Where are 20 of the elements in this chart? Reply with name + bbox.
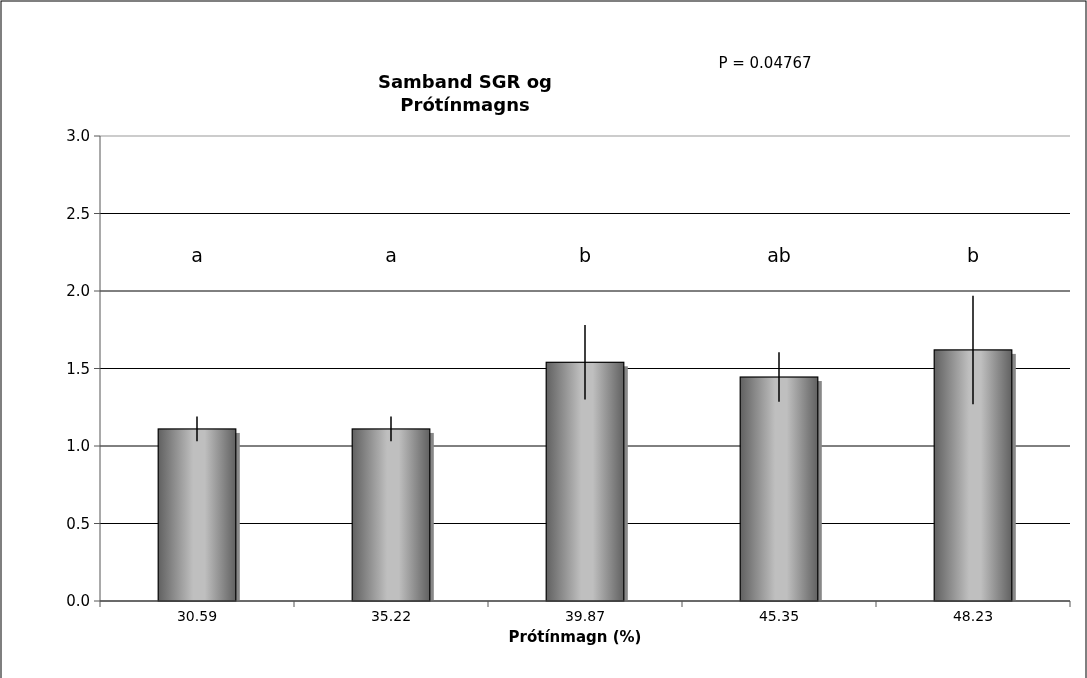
y-tick-label: 2.0 [66, 282, 90, 301]
x-axis-title: Prótínmagn (%) [508, 628, 642, 646]
y-tick-label: 0.5 [66, 514, 90, 533]
annotation: ab [767, 244, 791, 266]
chart-title: Samband SGR og Prótínmagns [378, 71, 552, 115]
y-tick-label: 1.0 [66, 437, 90, 456]
x-tick-label: 39.87 [564, 608, 606, 624]
text: P = 0.04767 [718, 54, 812, 72]
annotation: b [578, 244, 592, 266]
x-tick-label: 48.23 [952, 608, 994, 624]
x-tick-label: 35.22 [370, 608, 412, 624]
y-tick-label: 2.5 [66, 204, 90, 223]
y-tick-label: 1.5 [66, 359, 90, 378]
x-tick-label: 30.59 [176, 608, 218, 624]
annotation: b [966, 244, 980, 266]
y-tick-label: 0.0 [66, 592, 90, 611]
annotation: a [191, 244, 203, 266]
x-tick-label: 45.35 [758, 608, 800, 624]
y-tick-label: 3.0 [66, 127, 90, 146]
annotation: a [385, 244, 397, 266]
